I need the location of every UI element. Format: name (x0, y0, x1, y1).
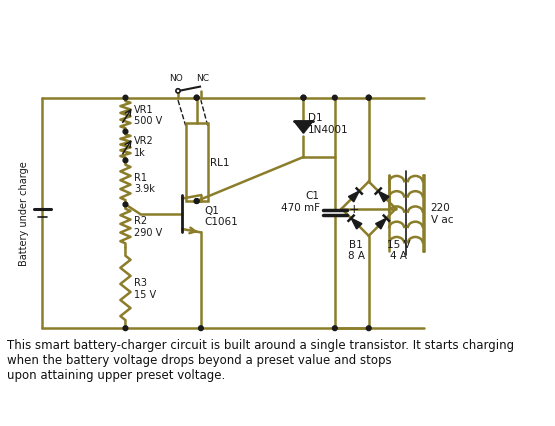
Circle shape (366, 96, 371, 101)
Text: 220
V ac: 220 V ac (431, 203, 453, 224)
Circle shape (301, 96, 306, 101)
Polygon shape (349, 192, 359, 202)
Circle shape (332, 326, 337, 331)
Circle shape (366, 326, 371, 331)
Text: C1
470 mF: C1 470 mF (281, 191, 320, 212)
Bar (185, 124, 208, 201)
Circle shape (176, 89, 180, 94)
Text: D1
1N4001: D1 1N4001 (307, 113, 349, 135)
Text: NO: NO (169, 74, 183, 83)
Text: R1
3.9k: R1 3.9k (134, 172, 155, 194)
Text: Q1
C1061: Q1 C1061 (204, 205, 238, 227)
Circle shape (123, 158, 128, 163)
Circle shape (123, 96, 128, 101)
Circle shape (123, 130, 128, 135)
Text: B1
8 A: B1 8 A (347, 239, 365, 261)
Circle shape (123, 326, 128, 331)
Text: This smart battery-charger circuit is built around a single transistor. It start: This smart battery-charger circuit is bu… (7, 339, 514, 381)
Circle shape (194, 199, 199, 204)
Text: RL1: RL1 (210, 158, 230, 168)
Text: 15 V
4 A: 15 V 4 A (387, 239, 410, 261)
Text: R2
290 V: R2 290 V (134, 216, 162, 237)
Circle shape (194, 199, 199, 204)
Circle shape (301, 96, 306, 101)
Circle shape (194, 96, 199, 101)
Text: +: + (349, 203, 359, 216)
Circle shape (332, 96, 337, 101)
Text: VR1
500 V: VR1 500 V (134, 104, 162, 126)
Circle shape (123, 203, 128, 207)
Circle shape (194, 96, 199, 101)
Text: NC: NC (196, 74, 209, 83)
Polygon shape (294, 122, 313, 134)
Circle shape (199, 326, 203, 331)
Polygon shape (378, 192, 389, 202)
Text: VR2
1k: VR2 1k (134, 136, 154, 157)
Polygon shape (351, 219, 362, 230)
Polygon shape (376, 219, 386, 230)
Circle shape (366, 96, 371, 101)
Text: Battery under charge: Battery under charge (19, 161, 29, 266)
Text: R3
15 V: R3 15 V (134, 277, 156, 299)
